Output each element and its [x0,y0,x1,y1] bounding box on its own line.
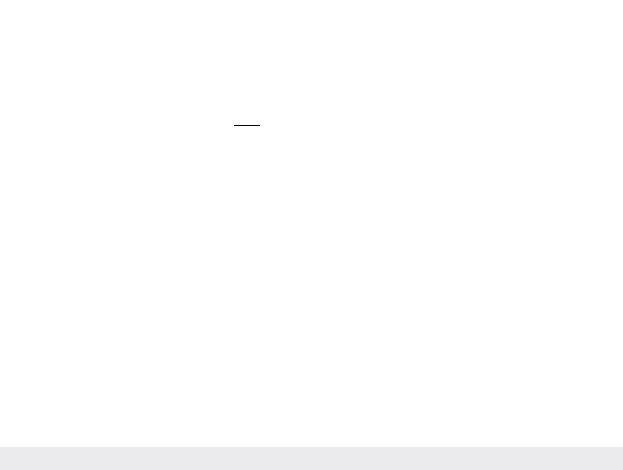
cpi-legend-line-sample [234,125,260,126]
cpi-legend [202,121,292,133]
cpi-legend-line-row [202,121,292,133]
footer-band [0,447,623,470]
